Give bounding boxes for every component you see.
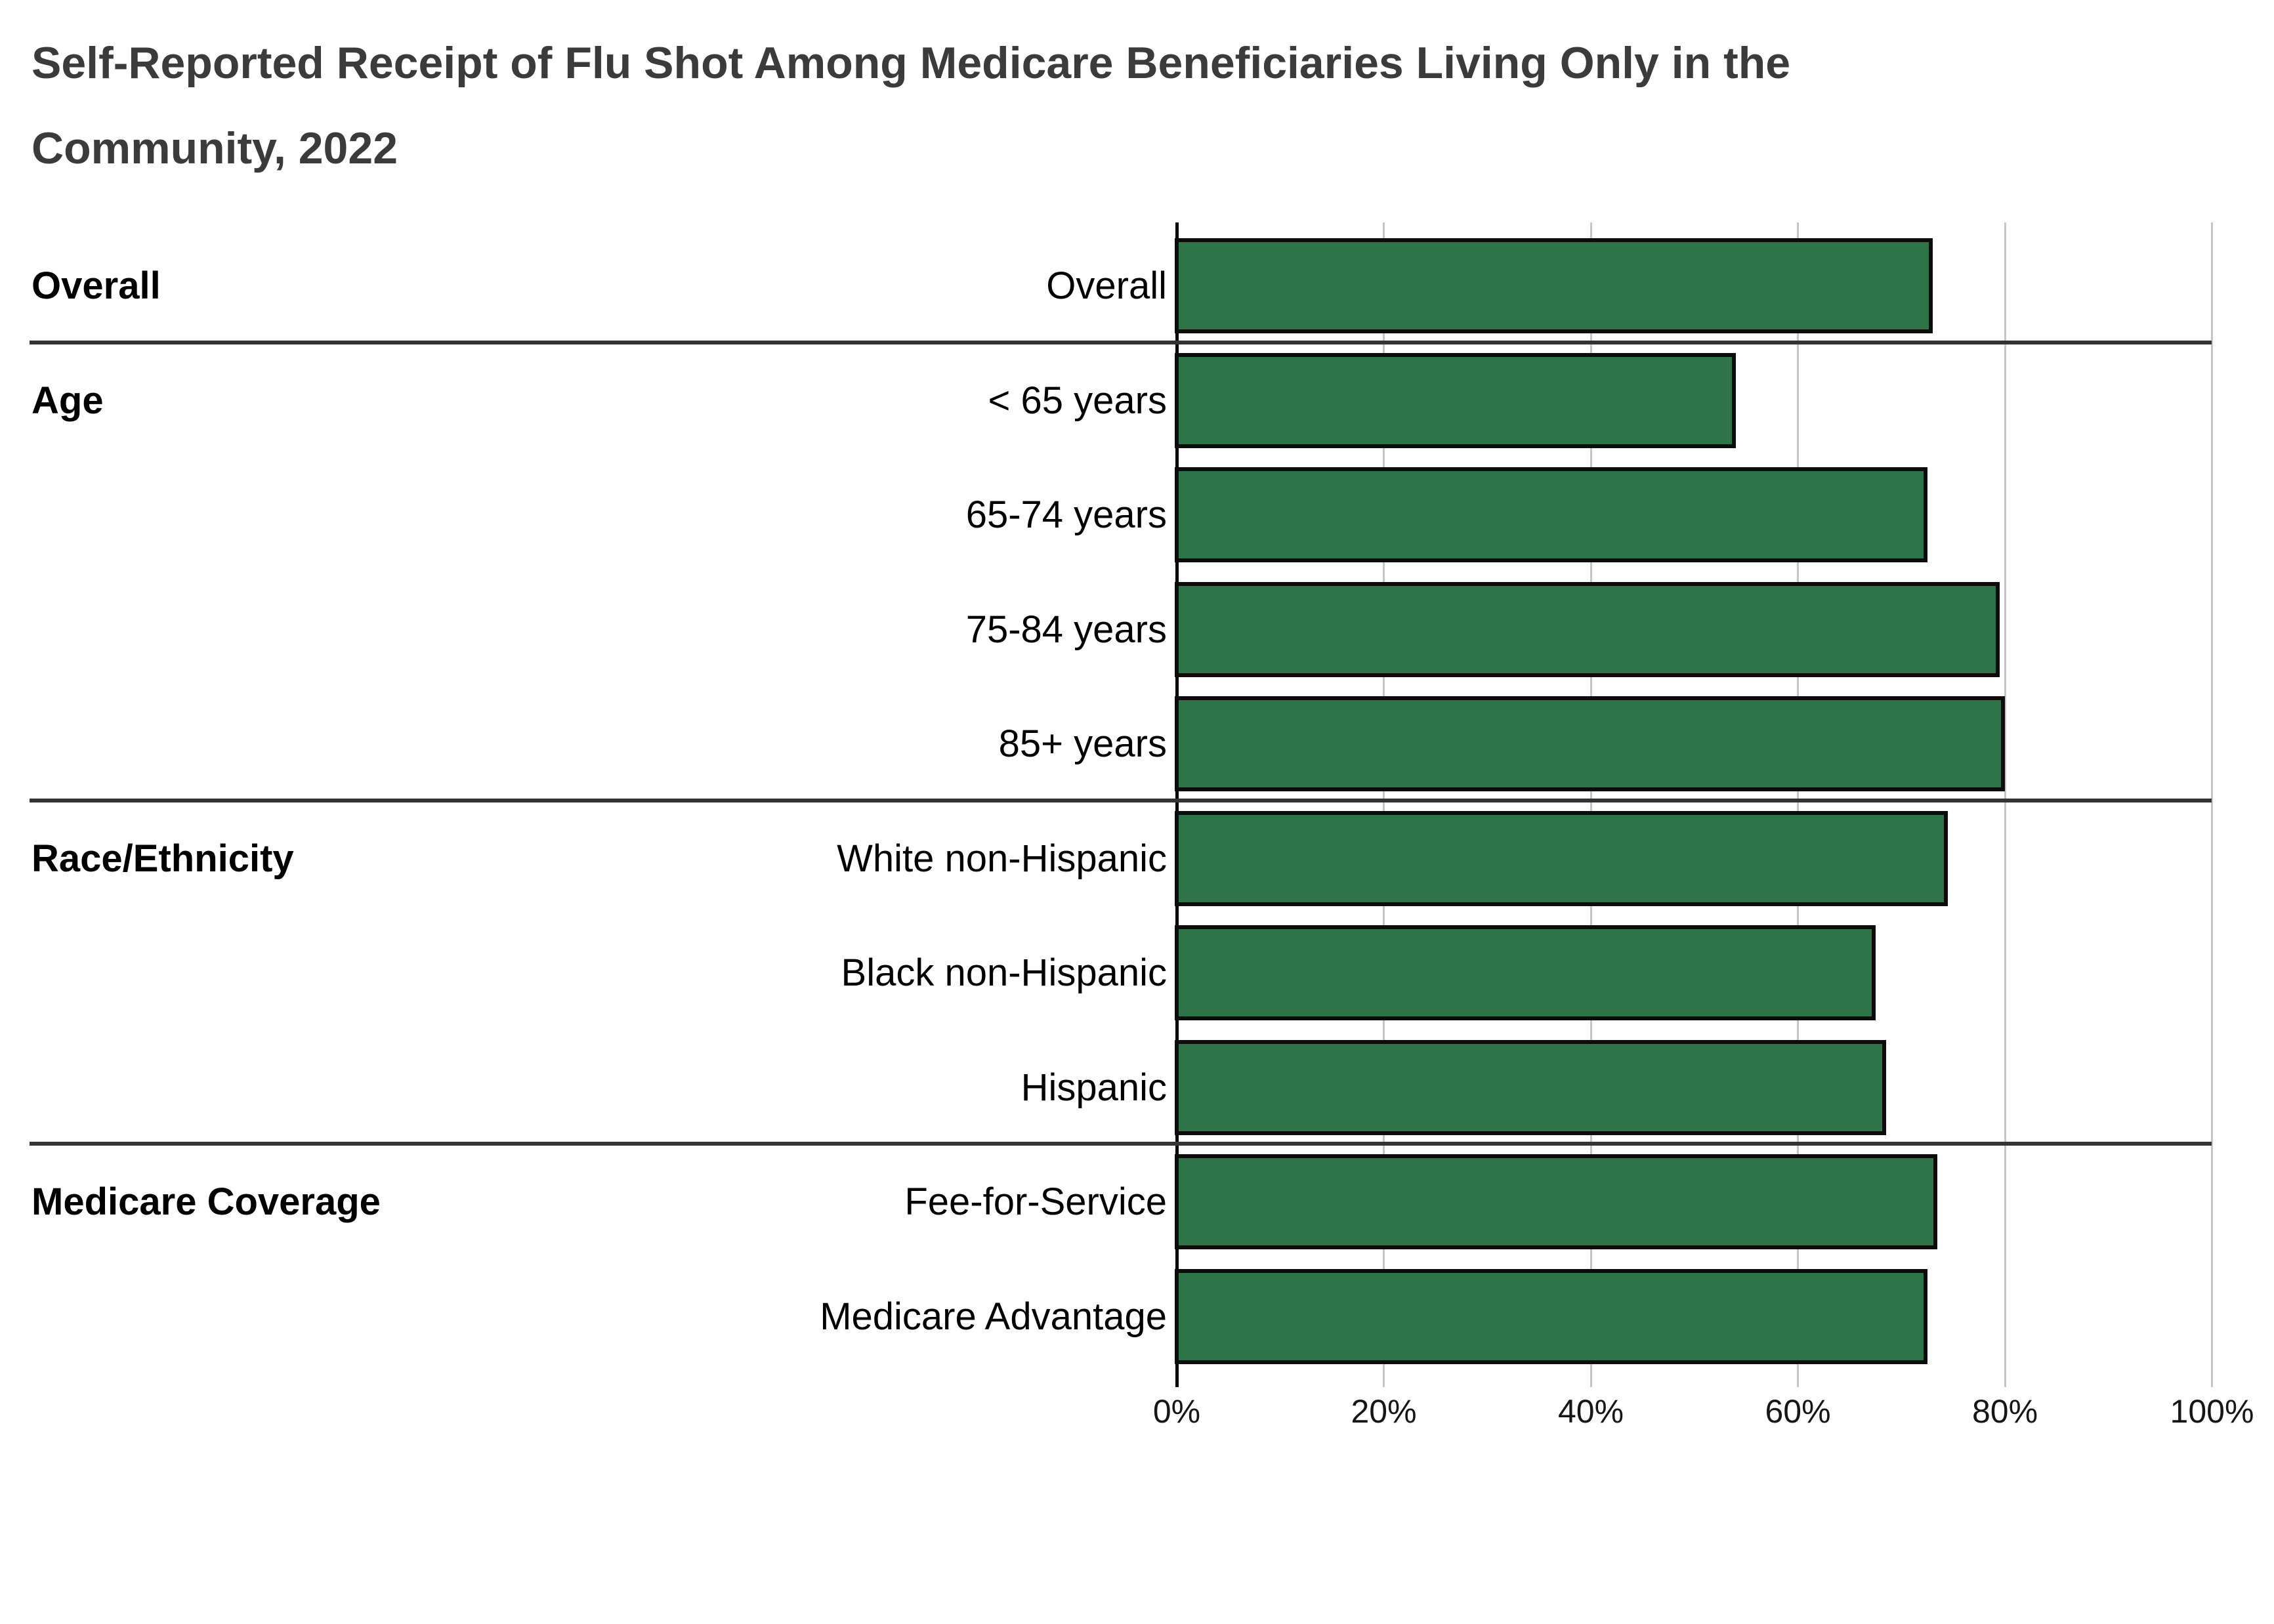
group-label: Age	[32, 379, 104, 422]
row-label: Fee-for-Service	[904, 1180, 1167, 1223]
x-tick-label: 0%	[1152, 1393, 1201, 1430]
x-tick-label: 40%	[1557, 1393, 1624, 1430]
bar	[1175, 1154, 1938, 1249]
group-label: Race/Ethnicity	[32, 837, 294, 880]
gridline-100	[2211, 222, 2213, 1387]
bar	[1175, 925, 1876, 1020]
bar	[1175, 352, 1736, 448]
gridline-40	[1590, 222, 1592, 1387]
group-label: Medicare Coverage	[32, 1180, 381, 1223]
group-label: Overall	[32, 264, 161, 307]
chart-title-line2: Community, 2022	[32, 123, 398, 173]
gridline-20	[1383, 222, 1385, 1387]
x-tick-label: 20%	[1351, 1393, 1417, 1430]
row-label: < 65 years	[988, 379, 1167, 422]
row-label: Overall	[1046, 264, 1167, 307]
bar	[1175, 810, 1948, 906]
group-separator	[30, 340, 2212, 344]
bar	[1175, 238, 1933, 333]
bar	[1175, 696, 2005, 791]
bar	[1175, 1039, 1886, 1135]
group-separator	[30, 1142, 2212, 1146]
y-axis-line	[1175, 222, 1179, 1387]
row-label: 75-84 years	[965, 608, 1167, 651]
x-tick-label: 80%	[1971, 1393, 2038, 1430]
row-label: Black non-Hispanic	[841, 951, 1167, 994]
bar	[1175, 1268, 1927, 1364]
x-tick-label: 100%	[2170, 1393, 2254, 1430]
row-label: 65-74 years	[965, 493, 1167, 536]
gridline-80	[2004, 222, 2006, 1387]
bar	[1175, 467, 1927, 562]
row-label: 85+ years	[998, 722, 1167, 765]
group-separator	[30, 798, 2212, 802]
chart-title-line1: Self-Reported Receipt of Flu Shot Among …	[32, 38, 1791, 88]
row-label: Hispanic	[1021, 1066, 1167, 1109]
row-label: White non-Hispanic	[837, 837, 1167, 880]
row-label: Medicare Advantage	[820, 1295, 1167, 1338]
x-tick-label: 60%	[1765, 1393, 1831, 1430]
bar	[1175, 581, 2000, 677]
gridline-60	[1797, 222, 1799, 1387]
